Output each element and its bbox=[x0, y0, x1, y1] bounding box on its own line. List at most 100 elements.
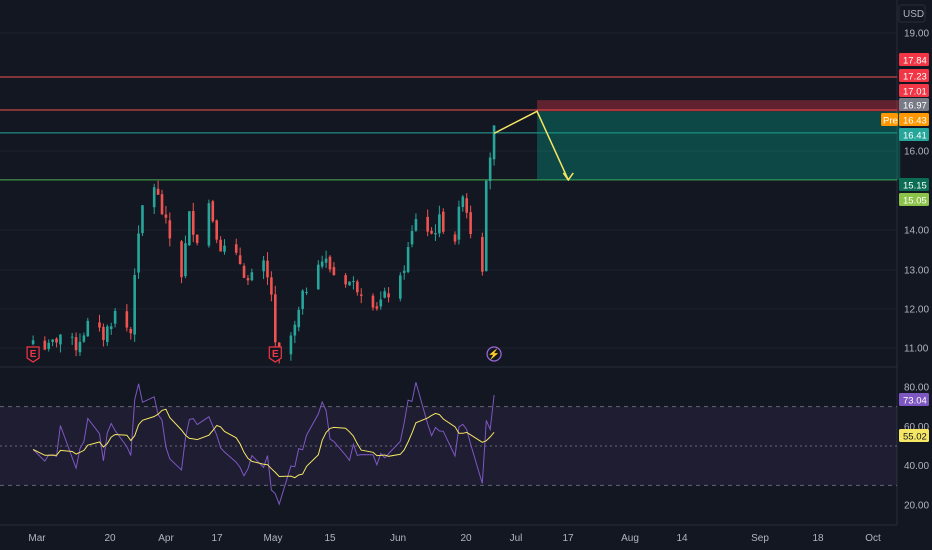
candle[interactable] bbox=[492, 125, 496, 166]
candle[interactable] bbox=[297, 306, 301, 332]
rsi-ma-line[interactable] bbox=[32, 408, 495, 479]
candle[interactable] bbox=[133, 268, 136, 342]
candle[interactable] bbox=[106, 324, 109, 346]
candle[interactable] bbox=[246, 274, 250, 285]
candle[interactable] bbox=[125, 304, 129, 332]
candle[interactable] bbox=[426, 209, 429, 237]
candle[interactable] bbox=[465, 193, 469, 219]
candle[interactable] bbox=[234, 238, 238, 256]
candle[interactable] bbox=[305, 287, 308, 296]
candle[interactable] bbox=[344, 272, 347, 288]
candle[interactable] bbox=[293, 320, 297, 344]
candle[interactable] bbox=[109, 322, 113, 335]
candle[interactable] bbox=[273, 285, 277, 348]
candle[interactable] bbox=[223, 239, 226, 255]
candle[interactable] bbox=[31, 335, 35, 346]
candle[interactable] bbox=[488, 152, 492, 190]
candle[interactable] bbox=[152, 183, 156, 215]
candle[interactable] bbox=[55, 337, 58, 348]
candle[interactable] bbox=[86, 317, 90, 337]
candle-body bbox=[164, 214, 168, 218]
candle[interactable] bbox=[270, 271, 273, 302]
candle[interactable] bbox=[402, 265, 406, 280]
rsi-line[interactable] bbox=[32, 382, 495, 506]
candle[interactable] bbox=[113, 308, 117, 328]
earnings-marker[interactable]: E bbox=[268, 346, 282, 363]
candle[interactable] bbox=[250, 268, 254, 282]
candle[interactable] bbox=[414, 213, 418, 232]
candle[interactable] bbox=[406, 241, 410, 274]
candle[interactable] bbox=[74, 332, 78, 357]
position-target-zone[interactable] bbox=[537, 111, 901, 180]
candle[interactable] bbox=[359, 288, 363, 304]
candle[interactable] bbox=[184, 235, 187, 279]
candle[interactable] bbox=[410, 225, 414, 248]
candle[interactable] bbox=[47, 339, 51, 352]
candle[interactable] bbox=[215, 219, 219, 244]
candle[interactable] bbox=[438, 205, 441, 238]
candle[interactable] bbox=[379, 291, 383, 310]
candle[interactable] bbox=[188, 210, 191, 246]
position-stop-zone[interactable] bbox=[537, 100, 901, 112]
candle[interactable] bbox=[238, 247, 242, 265]
candle[interactable] bbox=[180, 239, 183, 284]
candle[interactable] bbox=[399, 272, 402, 302]
candle[interactable] bbox=[453, 231, 457, 245]
candle[interactable] bbox=[242, 263, 246, 279]
candle[interactable] bbox=[316, 260, 320, 290]
candle[interactable] bbox=[371, 293, 375, 311]
candle[interactable] bbox=[383, 287, 386, 299]
candle[interactable] bbox=[266, 252, 269, 285]
candle[interactable] bbox=[469, 205, 472, 239]
candle[interactable] bbox=[43, 336, 47, 351]
candle[interactable] bbox=[457, 200, 461, 245]
rsi-value-tag: 73.04 bbox=[899, 393, 929, 407]
currency-box[interactable] bbox=[898, 4, 926, 23]
candle[interactable] bbox=[141, 205, 144, 236]
candle[interactable] bbox=[160, 189, 164, 216]
candle[interactable] bbox=[332, 262, 336, 276]
candle-body bbox=[86, 320, 90, 337]
candle[interactable] bbox=[352, 276, 355, 290]
candle[interactable] bbox=[137, 225, 140, 279]
dividend-event-marker[interactable]: ⚡ bbox=[486, 346, 502, 362]
candle[interactable] bbox=[51, 338, 54, 347]
candle[interactable] bbox=[102, 323, 105, 347]
candle[interactable] bbox=[70, 332, 74, 345]
candle[interactable] bbox=[434, 224, 437, 241]
candle[interactable] bbox=[195, 234, 199, 246]
candle[interactable] bbox=[324, 250, 328, 268]
candle[interactable] bbox=[59, 334, 62, 353]
candle[interactable] bbox=[375, 302, 379, 311]
candle[interactable] bbox=[219, 236, 222, 252]
candle[interactable] bbox=[301, 289, 304, 315]
candle[interactable] bbox=[78, 333, 82, 357]
candle[interactable] bbox=[164, 205, 168, 224]
candle[interactable] bbox=[211, 199, 215, 223]
candle[interactable] bbox=[441, 208, 445, 234]
candle-body bbox=[453, 234, 457, 242]
candle[interactable] bbox=[289, 332, 293, 361]
candle[interactable] bbox=[98, 314, 101, 332]
candle[interactable] bbox=[356, 279, 359, 296]
candle[interactable] bbox=[461, 194, 465, 212]
candle[interactable] bbox=[387, 287, 390, 303]
candle[interactable] bbox=[348, 281, 351, 286]
candle[interactable] bbox=[262, 256, 265, 280]
candle[interactable] bbox=[320, 255, 324, 269]
candle[interactable] bbox=[484, 179, 488, 272]
candle[interactable] bbox=[129, 326, 133, 340]
candle[interactable] bbox=[168, 212, 172, 247]
candle[interactable] bbox=[82, 332, 86, 343]
candle[interactable] bbox=[430, 227, 433, 235]
candle[interactable] bbox=[328, 255, 332, 273]
earnings-marker[interactable]: E bbox=[26, 346, 40, 363]
candle[interactable] bbox=[156, 180, 160, 195]
candle-body bbox=[55, 338, 58, 343]
candle[interactable] bbox=[481, 232, 484, 276]
candle[interactable] bbox=[191, 202, 195, 243]
projection-path[interactable] bbox=[493, 110, 569, 181]
candle-body bbox=[481, 236, 484, 272]
candle[interactable] bbox=[207, 199, 211, 248]
